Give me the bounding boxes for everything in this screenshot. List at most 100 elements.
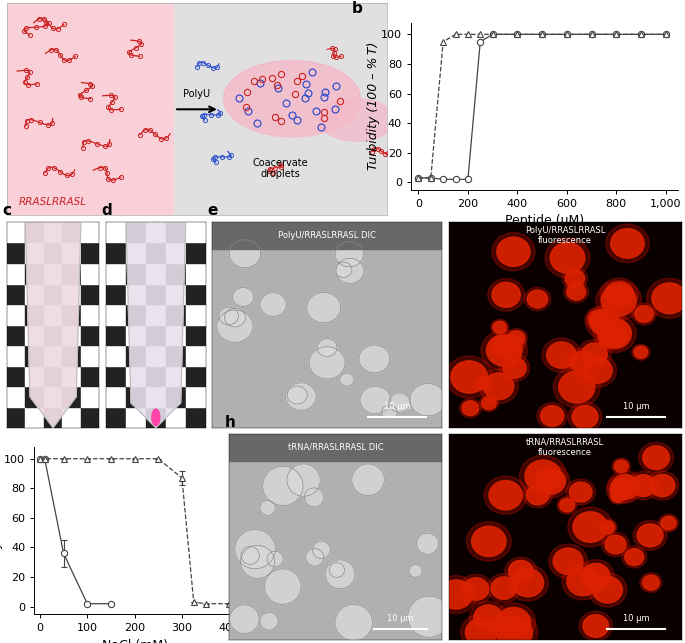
Circle shape [434, 575, 477, 613]
Circle shape [609, 489, 626, 504]
Bar [186, 407, 206, 428]
Circle shape [217, 310, 253, 343]
Circle shape [661, 516, 676, 530]
Text: PolyU/RRASLRRASL
fluorescence: PolyU/RRASLRRASL fluorescence [525, 226, 606, 245]
Circle shape [488, 278, 525, 311]
Circle shape [287, 464, 321, 496]
Circle shape [532, 465, 570, 498]
Circle shape [579, 611, 612, 640]
Circle shape [611, 229, 644, 258]
Bar [81, 242, 99, 263]
Circle shape [610, 478, 634, 500]
Text: d: d [101, 203, 112, 218]
Text: 10 μm: 10 μm [384, 402, 410, 411]
Bar [44, 222, 62, 242]
Circle shape [463, 577, 488, 601]
Circle shape [260, 500, 275, 515]
Circle shape [652, 283, 685, 314]
Bar [186, 242, 206, 263]
Bar [126, 284, 146, 304]
Circle shape [647, 278, 685, 318]
Bar [146, 366, 166, 386]
Circle shape [506, 329, 527, 348]
Bar [7, 242, 25, 263]
Circle shape [492, 282, 521, 307]
Bar [186, 366, 206, 386]
Bar [146, 345, 166, 366]
Circle shape [572, 406, 598, 428]
Bar [126, 366, 146, 386]
Circle shape [508, 331, 525, 346]
Circle shape [481, 330, 527, 371]
Bar [186, 325, 206, 345]
Circle shape [462, 401, 479, 415]
Circle shape [499, 354, 530, 381]
Circle shape [262, 466, 303, 505]
Circle shape [493, 336, 516, 358]
Bar [44, 345, 62, 366]
Bar [81, 345, 99, 366]
Bar [44, 284, 62, 304]
Bar [7, 366, 25, 386]
Bar [81, 263, 99, 284]
Bar [126, 325, 146, 345]
Text: RRASLRRASL: RRASLRRASL [18, 197, 86, 207]
Circle shape [632, 344, 650, 360]
Circle shape [307, 293, 340, 323]
Bar [7, 284, 25, 304]
Bar [44, 304, 62, 325]
Circle shape [605, 535, 626, 554]
Circle shape [304, 488, 324, 507]
Circle shape [649, 475, 675, 496]
Circle shape [600, 278, 638, 312]
Bar [126, 263, 146, 284]
Circle shape [317, 339, 337, 356]
Circle shape [240, 545, 275, 579]
Circle shape [319, 98, 395, 141]
Bar [62, 222, 81, 242]
Bar [81, 284, 99, 304]
Circle shape [579, 354, 616, 387]
Circle shape [469, 601, 507, 635]
Bar [126, 345, 146, 366]
Circle shape [599, 334, 615, 348]
Circle shape [312, 541, 330, 558]
Bar [62, 284, 81, 304]
Bar [25, 222, 44, 242]
Bar [62, 345, 81, 366]
Circle shape [479, 395, 499, 412]
Circle shape [606, 475, 638, 503]
Circle shape [549, 544, 587, 578]
Bar [44, 386, 62, 407]
Bar [126, 304, 146, 325]
Circle shape [568, 402, 602, 432]
Circle shape [569, 352, 593, 372]
Circle shape [260, 293, 286, 316]
Circle shape [550, 242, 585, 273]
Circle shape [601, 285, 636, 316]
Bar [7, 407, 25, 428]
Bar [62, 366, 81, 386]
Bar [106, 242, 126, 263]
Circle shape [608, 471, 643, 503]
Bar [106, 366, 126, 386]
Circle shape [503, 337, 522, 354]
Bar [62, 325, 81, 345]
Bar [7, 345, 25, 366]
Circle shape [260, 612, 278, 630]
Circle shape [329, 563, 345, 577]
Circle shape [566, 568, 599, 595]
Circle shape [632, 303, 656, 325]
Circle shape [566, 479, 595, 505]
Bar [166, 304, 186, 325]
Text: 10 μm: 10 μm [387, 614, 414, 623]
Bar [25, 242, 44, 263]
Bar [146, 222, 166, 242]
Circle shape [309, 347, 345, 379]
Bar [212, 222, 442, 249]
Circle shape [229, 605, 259, 633]
Bar [146, 325, 166, 345]
Bar [186, 263, 206, 284]
Circle shape [638, 442, 673, 473]
Circle shape [497, 237, 530, 266]
